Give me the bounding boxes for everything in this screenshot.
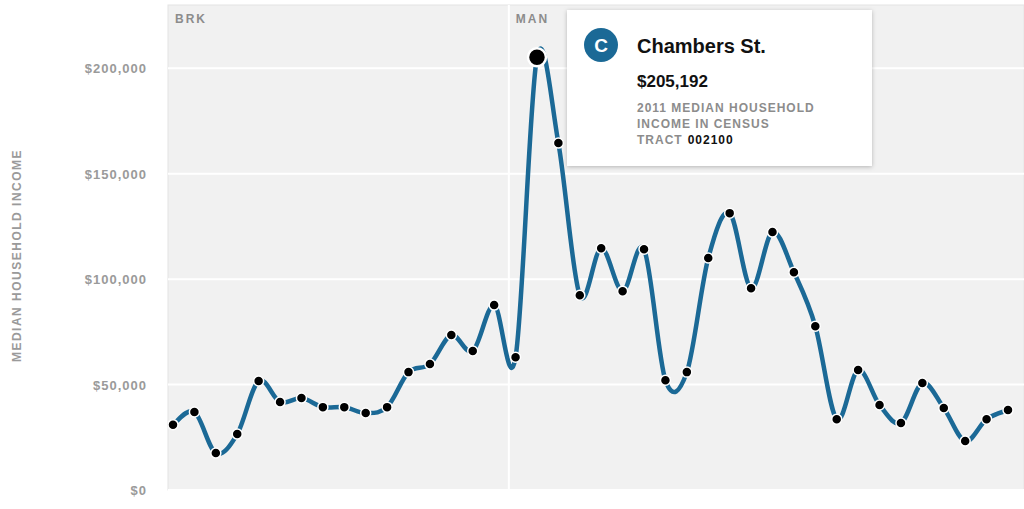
data-point[interactable] — [528, 48, 546, 66]
data-point[interactable] — [361, 408, 371, 418]
data-point[interactable] — [682, 367, 692, 377]
data-point[interactable] — [339, 402, 349, 412]
grid-line — [168, 489, 1024, 491]
grid-line — [168, 384, 1024, 386]
data-point[interactable] — [767, 227, 777, 237]
data-point[interactable] — [875, 400, 885, 410]
data-point[interactable] — [789, 267, 799, 277]
data-point[interactable] — [832, 414, 842, 424]
data-point[interactable] — [703, 253, 713, 263]
line-badge — [584, 28, 618, 62]
plot-frame — [168, 5, 1024, 490]
value-label: $205,192 — [637, 72, 708, 91]
note: 2011 MEDIAN HOUSEHOLDINCOME IN CENSUSTRA… — [637, 101, 815, 147]
data-point[interactable] — [725, 208, 735, 218]
region-label: BRK — [175, 12, 207, 26]
data-point[interactable] — [254, 376, 264, 386]
data-point[interactable] — [917, 378, 927, 388]
data-point[interactable] — [168, 420, 178, 430]
data-point[interactable] — [318, 402, 328, 412]
data-point[interactable] — [511, 352, 521, 362]
data-point[interactable] — [575, 290, 585, 300]
data-point[interactable] — [596, 243, 606, 253]
data-point[interactable] — [404, 367, 414, 377]
data-point[interactable] — [853, 365, 863, 375]
y-tick-label: $50,000 — [93, 378, 147, 393]
data-point[interactable] — [960, 436, 970, 446]
y-axis-label: MEDIAN HOUSEHOLD INCOME — [10, 149, 24, 362]
data-point[interactable] — [489, 300, 499, 310]
data-point[interactable] — [275, 397, 285, 407]
data-point[interactable] — [382, 402, 392, 412]
data-point[interactable] — [446, 330, 456, 340]
data-point[interactable] — [939, 403, 949, 413]
data-point[interactable] — [618, 286, 628, 296]
data-point[interactable] — [189, 407, 199, 417]
data-point[interactable] — [1003, 405, 1013, 415]
data-point[interactable] — [232, 429, 242, 439]
y-tick-label: $200,000 — [85, 61, 147, 76]
grid-line — [168, 278, 1024, 280]
data-point[interactable] — [639, 244, 649, 254]
tract: 002100 — [688, 133, 734, 147]
data-point[interactable] — [211, 448, 221, 458]
tooltip: C Chambers St. $205,192 2011 MEDIAN HOUSEHO… — [567, 10, 872, 166]
grid-line — [168, 173, 1024, 175]
chart: $0 $50,000 $100,000 $150,000 $200,000 MEDIAN … — [0, 0, 1024, 509]
region-label: MAN — [516, 12, 549, 26]
data-point[interactable] — [982, 414, 992, 424]
data-point[interactable] — [896, 418, 906, 428]
data-point[interactable] — [660, 375, 670, 385]
y-tick-label: $0 — [131, 483, 147, 498]
tooltip-box — [567, 10, 872, 166]
data-point[interactable] — [296, 393, 306, 403]
data-point[interactable] — [425, 359, 435, 369]
data-point[interactable] — [810, 321, 820, 331]
y-tick-label: $100,000 — [85, 272, 147, 287]
region-divider — [508, 5, 510, 490]
data-point[interactable] — [468, 346, 478, 356]
data-point[interactable] — [746, 283, 756, 293]
line-badge-label: C — [594, 35, 608, 56]
y-tick-label: $150,000 — [85, 167, 147, 182]
data-point[interactable] — [553, 138, 563, 148]
station-name: Chambers St. — [637, 35, 766, 57]
